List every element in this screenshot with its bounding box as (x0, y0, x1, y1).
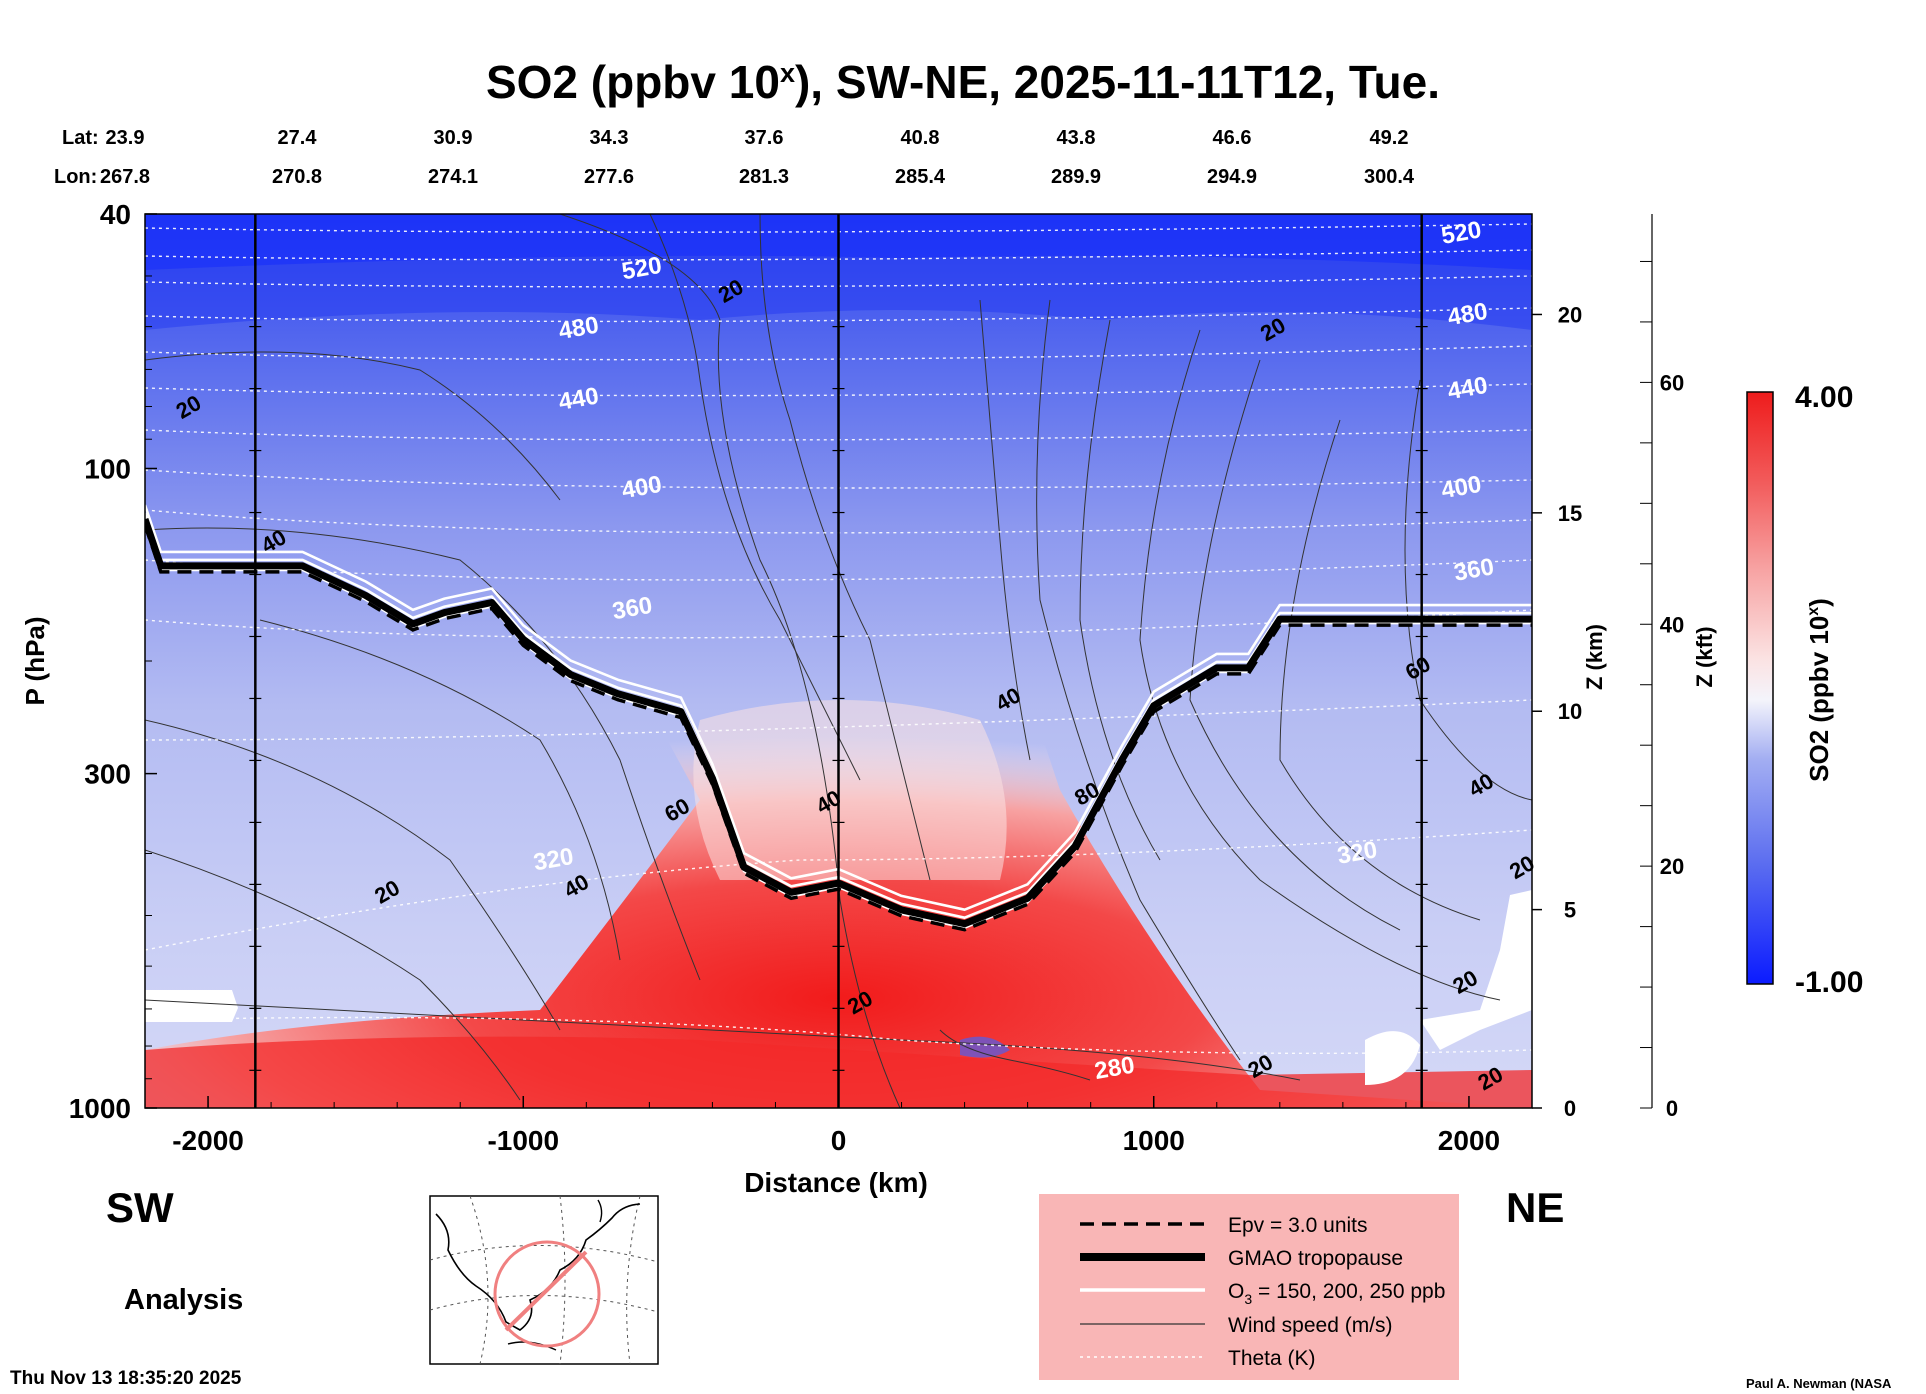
lat-value: 37.6 (745, 127, 784, 149)
lat-value: 23.9 (106, 127, 145, 149)
colorbar-label: SO2 (ppbv 10x) (1804, 598, 1834, 782)
analysis-label: Analysis (124, 1284, 243, 1316)
colorbar-max-label: 4.00 (1795, 381, 1853, 414)
lon-value: 270.8 (272, 166, 322, 188)
z-km-axis-label: Z (km) (1582, 624, 1607, 690)
lat-value: 46.6 (1213, 127, 1252, 149)
x-axis-label: Distance (km) (744, 1167, 928, 1198)
region-circle (493, 1240, 601, 1348)
y-tick-label: 100 (84, 453, 131, 484)
y-tick-label: 40 (100, 199, 131, 230)
inset-map (429, 1195, 659, 1365)
ne-label: NE (1506, 1184, 1564, 1231)
lat-lon-labels: 23.9 27.4 30.9 34.3 37.6 40.8 43.8 46.6 49.2 267.… (100, 127, 1415, 188)
chart-title: SO2 (ppbv 10x), SW-NE, 2025-11-11T12, Tu… (486, 56, 1440, 108)
epv-contour (145, 524, 1532, 932)
y-axis-label: P (hPa) (20, 616, 50, 705)
credit: Paul A. Newman (NASA (1746, 1376, 1892, 1391)
missing-data-patch-left (145, 990, 238, 1022)
legend: Epv = 3.0 units GMAO tropopause O3 = 150… (1080, 1214, 1445, 1370)
lat-value: 43.8 (1057, 127, 1096, 149)
legend-label-epv: Epv = 3.0 units (1228, 1214, 1368, 1237)
z-kft-tick-label: 60 (1660, 370, 1684, 395)
lat-value: 49.2 (1370, 127, 1409, 149)
lon-value: 285.4 (895, 166, 946, 188)
lon-value: 289.9 (1051, 166, 1101, 188)
missing-data-patch-right-1 (1365, 1031, 1420, 1085)
z-km-tick-label: 20 (1558, 302, 1582, 327)
z-kft-axis: 0 20 40 60 (1640, 214, 1684, 1121)
tropopause-line (145, 517, 1532, 928)
tropopause-layer (145, 504, 1532, 932)
lon-value: 294.9 (1207, 166, 1257, 188)
x-tick-label: -1000 (487, 1125, 559, 1156)
theta-contours (145, 223, 1532, 1055)
colorbar (1746, 391, 1774, 985)
z-km-tick-label: 0 (1564, 1096, 1576, 1121)
vertical-markers (249, 214, 1428, 1108)
wind-speed-contours (145, 214, 1532, 1108)
legend-label-theta: Theta (K) (1228, 1347, 1316, 1370)
z-kft-axis-label: Z (kft) (1692, 626, 1717, 687)
x-tick-label: 0 (831, 1125, 847, 1156)
pressure-axis: 40 100 300 1000 (69, 199, 157, 1124)
lon-value: 300.4 (1364, 166, 1415, 188)
timestamp: Thu Nov 13 18:35:20 2025 (10, 1368, 242, 1389)
x-tick-label: 1000 (1123, 1125, 1185, 1156)
z-km-tick-label: 5 (1564, 898, 1576, 923)
lon-value: 277.6 (584, 166, 634, 188)
legend-label-ozone: O3 = 150, 200, 250 ppb (1228, 1280, 1445, 1307)
z-kft-tick-label: 20 (1660, 854, 1684, 879)
lat-value: 34.3 (590, 127, 629, 149)
z-km-axis: 0 5 10 15 20 (1532, 302, 1582, 1121)
lon-row-label: Lon: (54, 166, 97, 188)
legend-label-wind: Wind speed (m/s) (1228, 1314, 1393, 1337)
legend-label-tropopause: GMAO tropopause (1228, 1247, 1403, 1270)
lat-value: 27.4 (278, 127, 318, 149)
coastline (435, 1203, 641, 1331)
ozone-contour (145, 504, 1532, 911)
transect-line (504, 1250, 588, 1332)
lat-value: 40.8 (901, 127, 940, 149)
z-kft-tick-label: 0 (1666, 1096, 1678, 1121)
y-tick-label: 300 (84, 759, 131, 790)
missing-data-patch-right-2 (1420, 890, 1532, 1050)
z-km-tick-label: 10 (1558, 699, 1582, 724)
z-kft-tick-label: 40 (1660, 612, 1684, 637)
x-tick-label: 2000 (1438, 1125, 1500, 1156)
colorbar-min-label: -1.00 (1795, 966, 1863, 999)
lat-value: 30.9 (434, 127, 473, 149)
distance-axis: -2000 -1000 0 1000 2000 (144, 1096, 1533, 1156)
sw-label: SW (106, 1184, 174, 1231)
low-so2-patch (960, 1036, 1010, 1058)
lon-value: 281.3 (739, 166, 789, 188)
lat-row-label: Lat: (62, 127, 99, 149)
z-km-tick-label: 15 (1558, 501, 1582, 526)
y-tick-label: 1000 (69, 1093, 131, 1124)
lon-value: 267.8 (100, 166, 150, 188)
lon-value: 274.1 (428, 166, 478, 188)
x-tick-label: -2000 (172, 1125, 244, 1156)
so2-plume-edge (693, 700, 1007, 880)
